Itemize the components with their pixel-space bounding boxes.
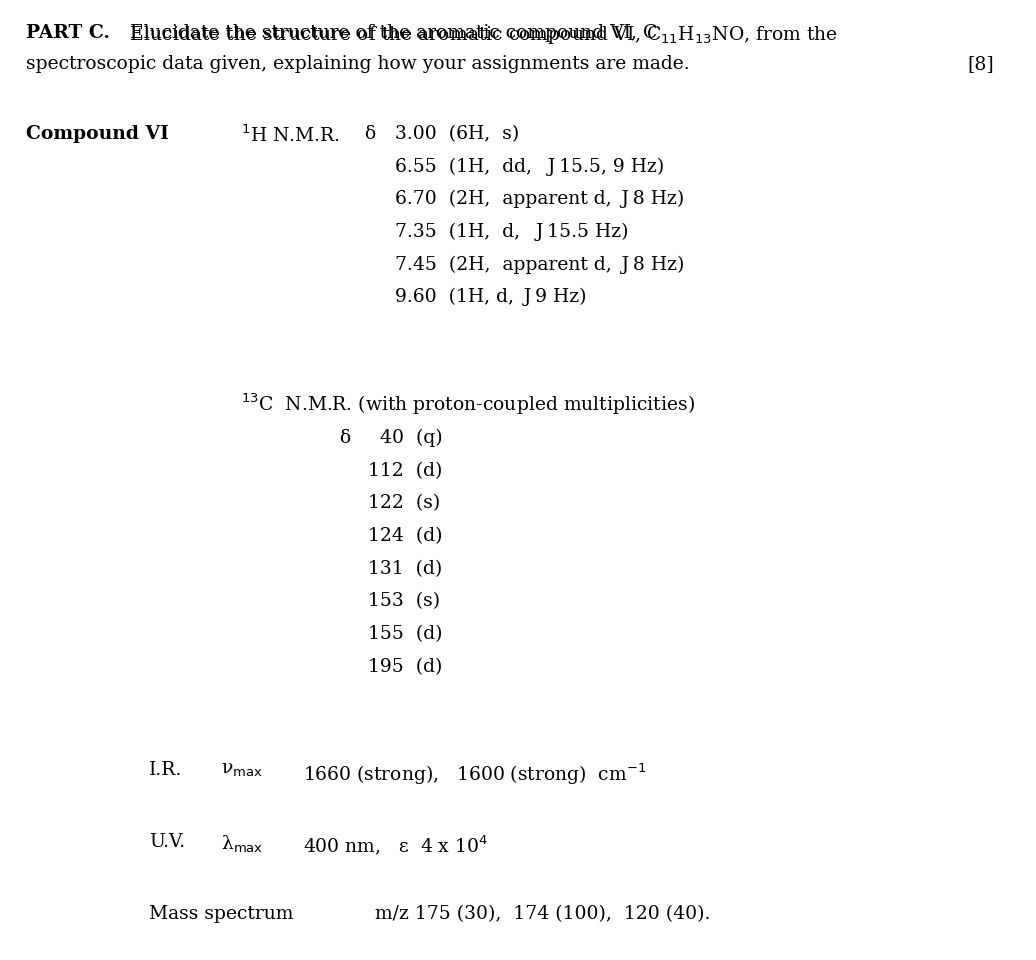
Text: spectroscopic data given, explaining how your assignments are made.: spectroscopic data given, explaining how… (26, 55, 689, 73)
Text: Mass spectrum: Mass spectrum (149, 905, 293, 924)
Text: U.V.: U.V. (149, 833, 185, 852)
Text: $^{13}$C  N.M.R. (with proton-coupled multiplicities): $^{13}$C N.M.R. (with proton-coupled mul… (241, 392, 695, 418)
Text: 124  (d): 124 (d) (368, 527, 442, 545)
Text: 40  (q): 40 (q) (368, 429, 442, 447)
Text: 122  (s): 122 (s) (368, 494, 440, 513)
Text: 9.60  (1H, d,  J 9 Hz): 9.60 (1H, d, J 9 Hz) (396, 288, 586, 306)
Text: Elucidate the structure of the aromatic compound VI, C$_{11}$H$_{13}$NO, from th: Elucidate the structure of the aromatic … (118, 24, 838, 46)
Text: 1660 (strong),   1600 (strong)  cm$^{-1}$: 1660 (strong), 1600 (strong) cm$^{-1}$ (303, 761, 646, 787)
Text: 131  (d): 131 (d) (368, 560, 441, 578)
Text: δ: δ (339, 429, 350, 447)
Text: ν$_\mathrm{max}$: ν$_\mathrm{max}$ (221, 761, 262, 780)
Text: 112  (d): 112 (d) (368, 462, 442, 480)
Text: Elucidate the structure of the aromatic compound VI, C: Elucidate the structure of the aromatic … (118, 24, 658, 42)
Text: 7.35  (1H,  d,   J 15.5 Hz): 7.35 (1H, d, J 15.5 Hz) (396, 223, 629, 241)
Text: 400 nm,   ε  4 x 10$^{4}$: 400 nm, ε 4 x 10$^{4}$ (303, 833, 488, 857)
Text: PART C.: PART C. (26, 24, 110, 42)
Text: m/z 175 (30),  174 (100),  120 (40).: m/z 175 (30), 174 (100), 120 (40). (375, 905, 710, 924)
Text: 6.55  (1H,  dd,   J 15.5, 9 Hz): 6.55 (1H, dd, J 15.5, 9 Hz) (396, 157, 664, 176)
Text: 195  (d): 195 (d) (368, 658, 442, 676)
Text: 3.00  (6H,  s): 3.00 (6H, s) (396, 125, 519, 143)
Text: 155  (d): 155 (d) (368, 625, 442, 643)
Text: Compound VI: Compound VI (26, 125, 169, 143)
Text: 153  (s): 153 (s) (368, 592, 439, 611)
Text: [8]: [8] (967, 55, 994, 73)
Text: δ: δ (365, 125, 376, 143)
Text: 6.70  (2H,  apparent d,  J 8 Hz): 6.70 (2H, apparent d, J 8 Hz) (396, 190, 685, 208)
Text: 7.45  (2H,  apparent d,  J 8 Hz): 7.45 (2H, apparent d, J 8 Hz) (396, 255, 685, 274)
Text: $^{1}$H N.M.R.: $^{1}$H N.M.R. (241, 125, 340, 146)
Text: I.R.: I.R. (149, 761, 182, 780)
Text: λ$_\mathrm{max}$: λ$_\mathrm{max}$ (221, 833, 263, 854)
